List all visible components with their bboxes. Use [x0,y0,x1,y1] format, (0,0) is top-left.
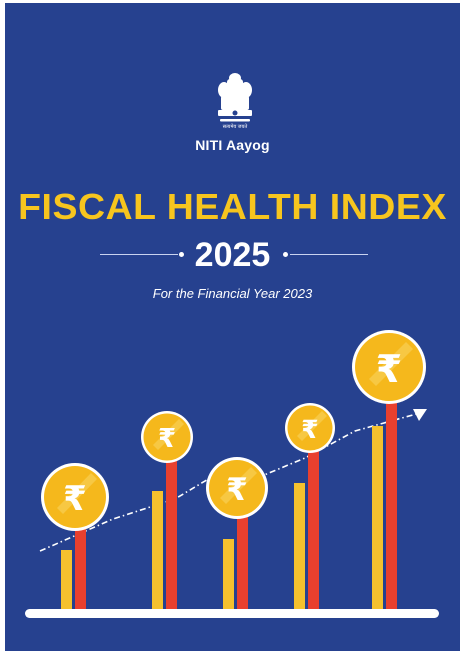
year-row: 2025 [5,235,460,275]
org-name: NITI Aayog [195,137,270,153]
coin-symbol: ₹ [301,415,318,444]
report-cover: सत्यमेव जयते NITI Aayog FISCAL HEALTH IN… [5,3,460,651]
emblem-motto: सत्यमेव जयते [223,123,248,130]
coin-symbol: ₹ [376,347,402,391]
rupee-coin-icon: ₹ [141,411,193,463]
growth-illustration: ₹ ₹ ₹ ₹ ₹ [25,330,439,618]
trend-arrow-head [413,409,427,421]
bar-yellow [152,491,163,611]
coin-symbol: ₹ [226,472,248,508]
coin-symbol: ₹ [63,479,87,519]
report-title: FISCAL HEALTH INDEX [18,186,447,227]
rupee-coin-icon: ₹ [352,330,426,404]
bar-yellow [294,483,305,611]
bar-red [237,509,248,611]
rupee-coin-icon: ₹ [206,457,268,519]
bar-yellow [372,426,383,611]
chart-base-bar [25,609,439,618]
report-year: 2025 [194,236,271,274]
bar-red [75,520,86,611]
report-subtitle: For the Financial Year 2023 [152,286,313,301]
bar-red [386,390,397,611]
divider-dot [179,252,184,257]
bar-red [308,445,319,611]
divider-line [290,254,368,255]
coin-symbol: ₹ [158,424,176,454]
national-emblem-icon: सत्यमेव जयते [218,73,252,130]
rupee-coin-icon: ₹ [41,463,109,531]
divider-line [100,254,178,255]
bar-red [166,459,177,611]
divider-dot [283,252,288,257]
bar-yellow [61,550,72,611]
rupee-coin-icon: ₹ [285,403,335,453]
bar-yellow [223,539,234,611]
